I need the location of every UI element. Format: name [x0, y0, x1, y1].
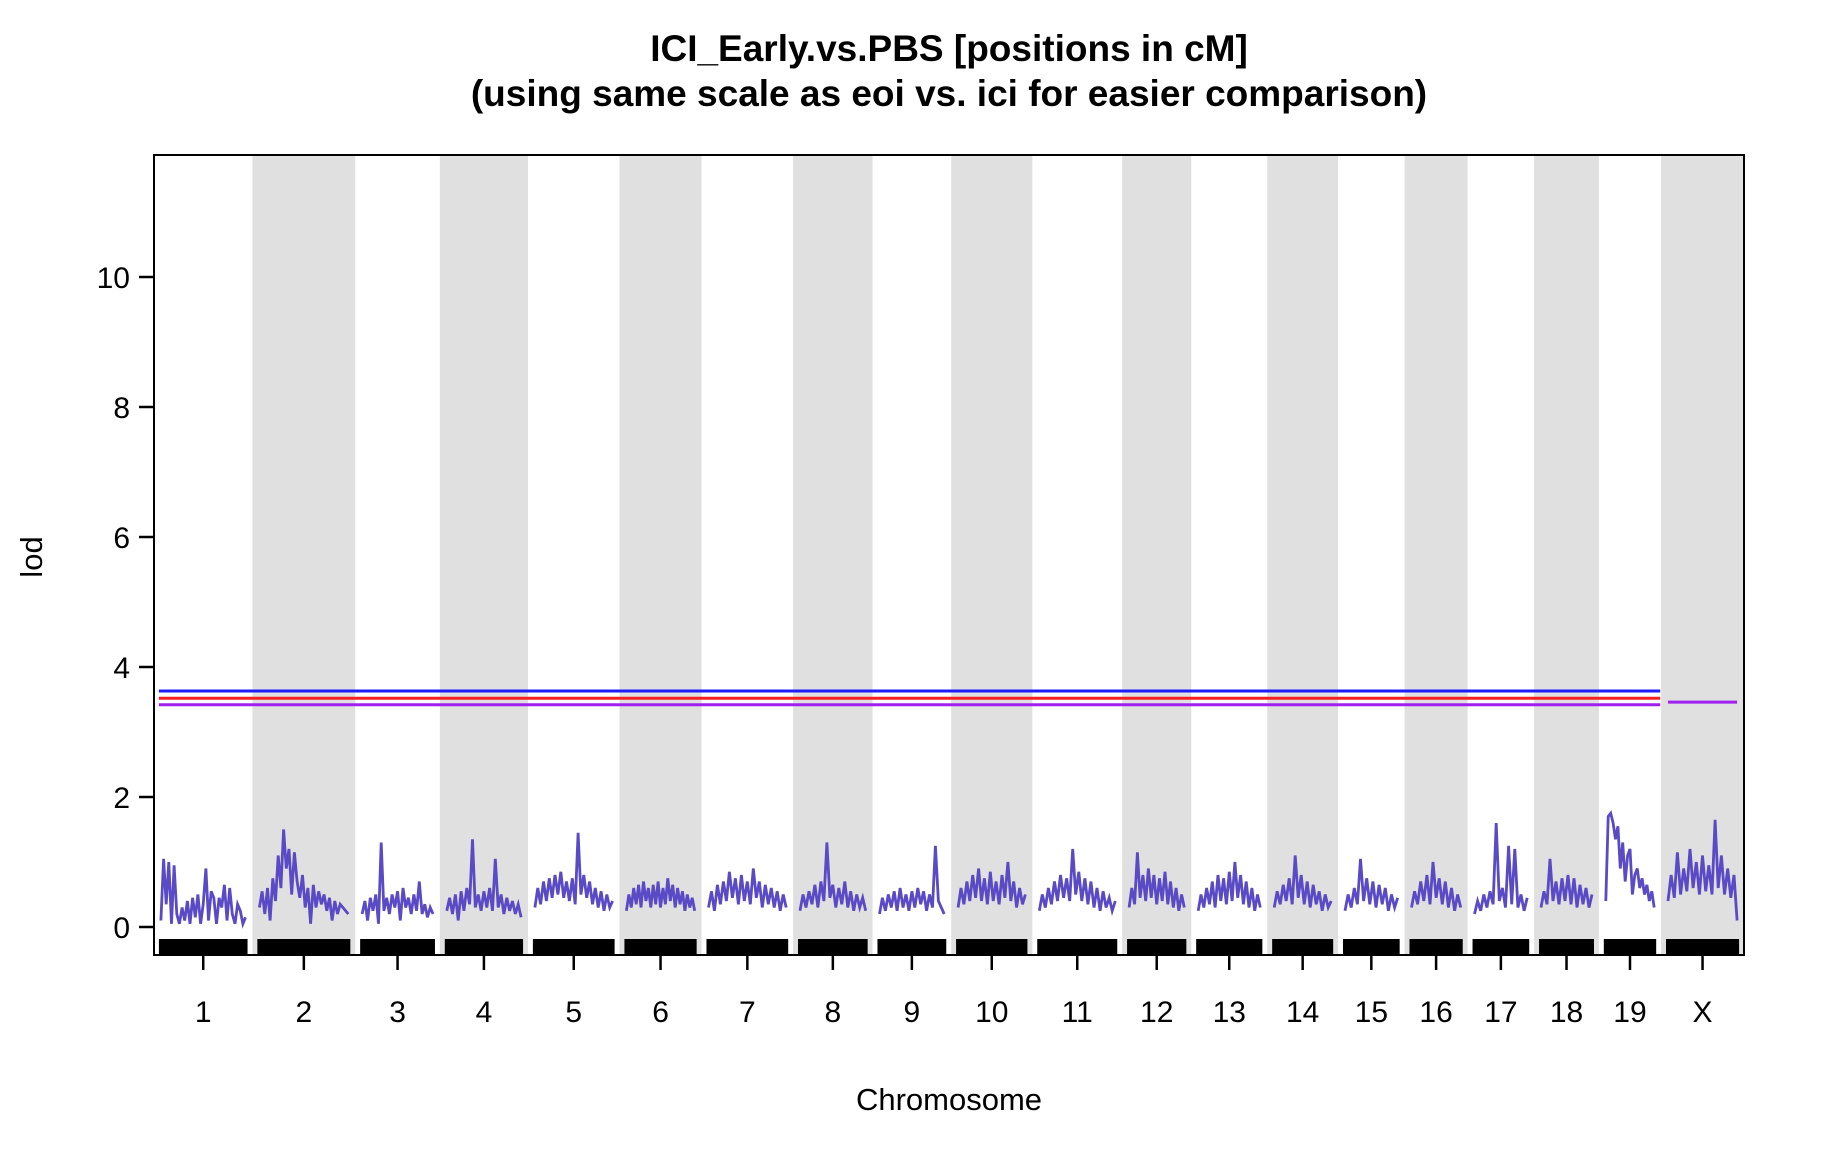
lod-curve-chr4 [445, 839, 523, 921]
chr-band-4 [439, 155, 528, 955]
lod-curve-chr19 [1604, 810, 1656, 908]
chr-band-2 [252, 155, 356, 955]
marker-rug-chr9 [877, 939, 947, 954]
plot-title-line1: ICI_Early.vs.PBS [positions in cM] [650, 28, 1248, 69]
x-tick-label-chr17: 17 [1484, 996, 1517, 1029]
lod-curve-chr18 [1539, 858, 1594, 908]
x-tick-label-chr1: 1 [195, 996, 212, 1029]
x-tick-label-chrX: X [1693, 996, 1713, 1029]
x-tick-label-chr2: 2 [296, 996, 313, 1029]
chr-band-16 [1404, 155, 1468, 955]
marker-rug-chrX [1665, 939, 1740, 954]
y-tick-label-6: 6 [113, 522, 130, 555]
y-tick-label-0: 0 [113, 912, 130, 945]
lod-curve-chr9 [878, 845, 946, 915]
lod-curve-chr11 [1037, 848, 1117, 917]
lod-curve-chr3 [360, 842, 435, 924]
marker-rug-chr4 [444, 939, 524, 954]
marker-rug-chr15 [1342, 939, 1400, 954]
x-tick-label-chr8: 8 [824, 996, 841, 1029]
marker-rug-chr13 [1196, 939, 1263, 954]
marker-rug-chr10 [956, 939, 1028, 954]
marker-rug-chr14 [1272, 939, 1334, 954]
x-tick-label-chr3: 3 [389, 996, 406, 1029]
marker-rug-chr11 [1037, 939, 1118, 954]
chr-band-10 [951, 155, 1033, 955]
plot-box [153, 154, 1745, 956]
marker-rug-chr1 [158, 939, 248, 954]
marker-rug-chr8 [798, 939, 868, 954]
y-tick-label-10: 10 [97, 262, 130, 295]
marker-rug-chr18 [1539, 939, 1594, 954]
x-tick-label-chr10: 10 [975, 996, 1008, 1029]
x-tick-label-chr18: 18 [1550, 996, 1583, 1029]
marker-rug-chr19 [1603, 939, 1657, 954]
marker-rug-chr12 [1127, 939, 1187, 954]
lod-curve-chr10 [956, 861, 1027, 908]
chr-band-6 [619, 155, 702, 955]
marker-rug-chr16 [1409, 939, 1463, 954]
lod-curve-chr5 [533, 832, 614, 912]
marker-rug-chr7 [706, 939, 789, 954]
x-tick-label-chr15: 15 [1355, 996, 1388, 1029]
chr-band-X [1661, 155, 1744, 955]
chr-band-8 [793, 155, 873, 955]
plot-title-line2: (using same scale as eoi vs. ici for eas… [470, 73, 1428, 115]
lod-curve-chr14 [1272, 855, 1333, 912]
y-tick-label-8: 8 [113, 392, 130, 425]
x-tick-label-chr16: 16 [1419, 996, 1452, 1029]
chr-band-12 [1122, 155, 1192, 955]
x-tick-label-chr11: 11 [1062, 996, 1093, 1029]
lod-curve-chr16 [1410, 861, 1463, 912]
x-tick-label-chr13: 13 [1213, 996, 1246, 1029]
x-tick-label-chr14: 14 [1286, 996, 1319, 1029]
lod-curve-chr8 [798, 842, 868, 913]
x-tick-label-chr6: 6 [652, 996, 669, 1029]
lod-curve-chr7 [707, 868, 788, 912]
marker-rug-chr17 [1472, 939, 1530, 954]
y-axis-label: lod [14, 536, 49, 578]
y-tick-label-4: 4 [113, 652, 130, 685]
x-tick-label-chr19: 19 [1613, 996, 1646, 1029]
lod-curve-chr17 [1473, 822, 1529, 915]
lod-curve-chrX [1666, 819, 1739, 921]
y-tick-label-2: 2 [113, 782, 130, 815]
x-tick-label-chr5: 5 [565, 996, 582, 1029]
lod-curve-chr2 [258, 829, 350, 924]
marker-rug-chr5 [532, 939, 615, 954]
plot-title: ICI_Early.vs.PBS [positions in cM] (usin… [154, 26, 1744, 116]
lod-curve-chr15 [1343, 858, 1400, 913]
lod-curve-chr12 [1127, 852, 1186, 912]
marker-rug-chr3 [360, 939, 435, 954]
chr-band-18 [1534, 155, 1599, 955]
marker-rug-chr6 [624, 939, 697, 954]
x-tick-label-chr7: 7 [739, 996, 756, 1029]
lod-curve-chr6 [625, 878, 697, 912]
lod-curve-chr13 [1196, 861, 1262, 912]
x-tick-label-chr12: 12 [1140, 996, 1173, 1029]
lod-curve-chr1 [159, 858, 247, 929]
marker-rug-chr2 [257, 939, 351, 954]
x-axis-label: Chromosome [855, 1082, 1043, 1117]
x-tick-label-chr9: 9 [904, 996, 921, 1029]
chr-band-14 [1267, 155, 1339, 955]
x-tick-label-chr4: 4 [476, 996, 493, 1029]
